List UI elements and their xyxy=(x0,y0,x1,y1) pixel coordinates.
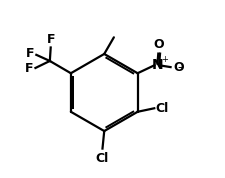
Text: F: F xyxy=(46,33,55,46)
Text: -: - xyxy=(177,61,181,74)
Text: F: F xyxy=(25,48,34,61)
Text: O: O xyxy=(172,61,183,74)
Text: Cl: Cl xyxy=(154,102,168,115)
Text: Cl: Cl xyxy=(95,152,109,165)
Text: N: N xyxy=(151,58,162,72)
Text: O: O xyxy=(152,38,163,51)
Text: +: + xyxy=(160,55,167,64)
Text: F: F xyxy=(25,62,33,75)
